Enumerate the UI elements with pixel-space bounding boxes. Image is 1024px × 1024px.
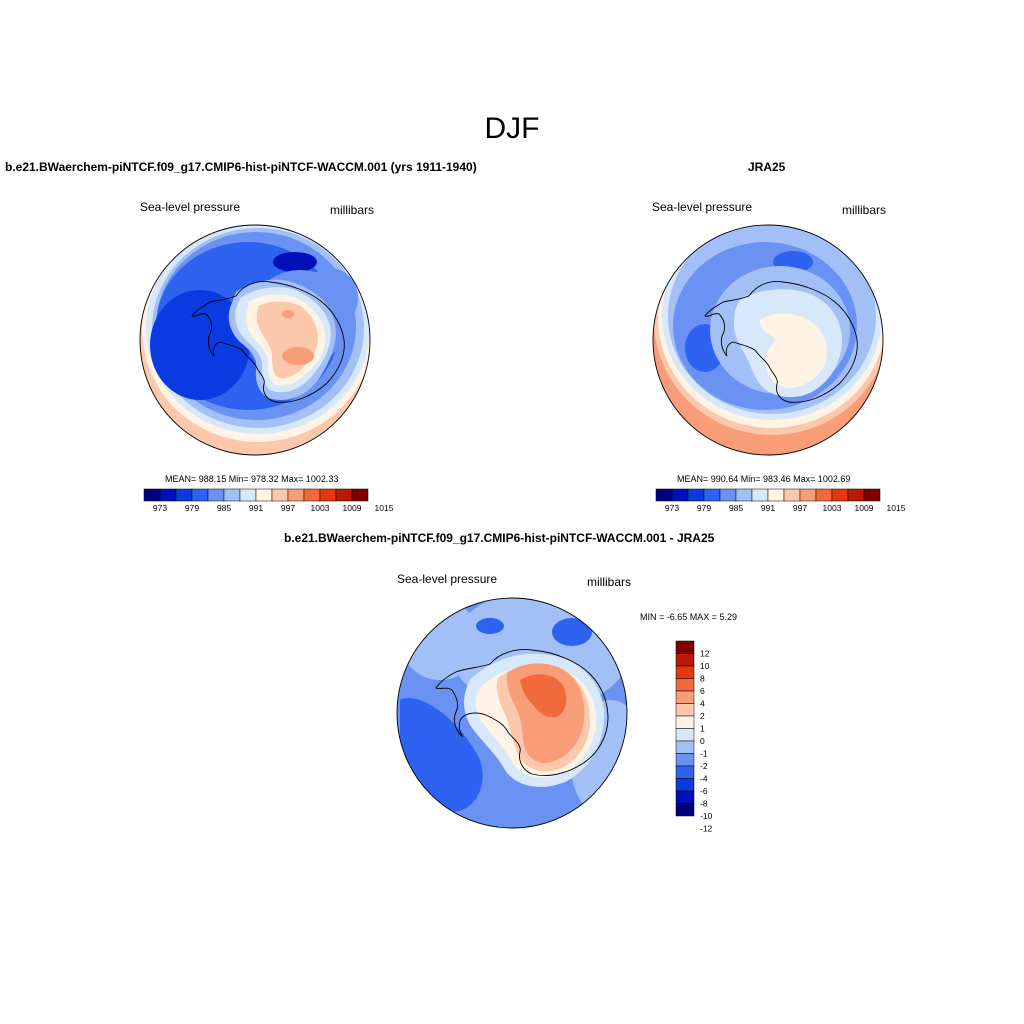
colorbar-swatch (675, 778, 695, 792)
colorbar-swatch (815, 488, 833, 502)
colorbar-swatch (255, 488, 273, 502)
colorbar-swatch (735, 488, 753, 502)
colorbar-swatch (675, 703, 695, 717)
colorbar-swatch (751, 488, 769, 502)
colorbar-tick-label: 973 (665, 503, 679, 513)
colorbar-tick-label: 12 (700, 649, 710, 659)
colorbar-swatch (675, 740, 695, 754)
colorbar-swatch (675, 753, 695, 767)
colorbar-tick-label: 2 (700, 711, 705, 721)
colorbar-tick-label: 1 (700, 724, 705, 734)
colorbar-tick-label: 10 (700, 661, 710, 671)
colorbar-tick-label: 1003 (823, 503, 842, 513)
colorbar-swatch (687, 488, 705, 502)
panel1-stats: MEAN= 988.15 Min= 978.32 Max= 1002.33 (165, 474, 339, 484)
colorbar-swatch (351, 488, 369, 502)
panel1-variable-label: Sea-level pressure (140, 200, 241, 214)
panel3-map-border (396, 597, 628, 829)
colorbar-swatch (287, 488, 305, 502)
panel3-title: b.e21.BWaerchem-piNTCF.f09_g17.CMIP6-his… (284, 531, 715, 545)
colorbar-tick-label: -6 (700, 786, 708, 796)
colorbar-swatch (675, 715, 695, 729)
colorbar-tick-label: 979 (185, 503, 199, 513)
colorbar-tick-label: -12 (700, 824, 713, 834)
panel1-colorbar: 973 979 985 991 997 1003 1009 1015 (143, 488, 394, 513)
colorbar-swatch (847, 488, 865, 502)
panel1-map-border (139, 224, 371, 456)
panel2-variable-label: Sea-level pressure (652, 200, 753, 214)
colorbar-swatch (159, 488, 177, 502)
colorbar-tick-label: 991 (249, 503, 263, 513)
figure-title: DJF (484, 112, 540, 145)
panel1-map (139, 224, 371, 456)
colorbar-tick-label: 1015 (887, 503, 906, 513)
panel3-units-label: millibars (587, 575, 632, 589)
colorbar-swatch (767, 488, 785, 502)
colorbar-tick-label: -2 (700, 761, 708, 771)
colorbar-tick-label: 1009 (855, 503, 874, 513)
colorbar-swatch (143, 488, 161, 502)
panel2-units-label: millibars (842, 203, 887, 217)
panel2-map-border (652, 224, 884, 456)
colorbar-swatch (175, 488, 193, 502)
colorbar-swatch (719, 488, 737, 502)
colorbar-tick-label: 997 (281, 503, 295, 513)
colorbar-tick-label: 973 (153, 503, 167, 513)
panel2-stats: MEAN= 990.64 Min= 983.46 Max= 1002.69 (677, 474, 851, 484)
colorbar-swatch (303, 488, 321, 502)
colorbar-swatch (799, 488, 817, 502)
panel1-title: b.e21.BWaerchem-piNTCF.f09_g17.CMIP6-his… (5, 160, 477, 174)
colorbar-swatch (703, 488, 721, 502)
colorbar-swatch (783, 488, 801, 502)
colorbar-tick-label: 991 (761, 503, 775, 513)
colorbar-swatch (831, 488, 849, 502)
colorbar-tick-label: -4 (700, 774, 708, 784)
colorbar-tick-label: 4 (700, 699, 705, 709)
panel1-units-label: millibars (330, 203, 375, 217)
colorbar-tick-label: 1009 (343, 503, 362, 513)
colorbar-tick-label: 985 (729, 503, 743, 513)
colorbar-tick-label: 997 (793, 503, 807, 513)
colorbar-tick-label: -1 (700, 749, 708, 759)
colorbar-tick-label: 985 (217, 503, 231, 513)
colorbar-swatch (655, 488, 673, 502)
colorbar-swatch (239, 488, 257, 502)
colorbar-swatch (675, 653, 695, 667)
colorbar-swatch (675, 728, 695, 742)
colorbar-swatch (675, 765, 695, 779)
colorbar-swatch (671, 488, 689, 502)
panel3-map (396, 597, 628, 829)
panel2-map (652, 224, 884, 456)
colorbar-swatch (319, 488, 337, 502)
colorbar-swatch (223, 488, 241, 502)
colorbar-tick-label: 0 (700, 736, 705, 746)
colorbar-swatch (863, 488, 881, 502)
colorbar-swatch (675, 665, 695, 679)
panel3-variable-label: Sea-level pressure (397, 572, 498, 586)
colorbar-tick-label: -10 (700, 811, 713, 821)
colorbar-tick-label: 8 (700, 674, 705, 684)
panel2-colorbar: 973 979 985 991 997 1003 1009 1015 (655, 488, 906, 513)
colorbar-swatch (675, 690, 695, 704)
colorbar-swatch (675, 640, 695, 654)
colorbar-swatch (271, 488, 289, 502)
colorbar-swatch (675, 678, 695, 692)
colorbar-tick-label: 1015 (375, 503, 394, 513)
colorbar-swatch (191, 488, 209, 502)
colorbar-tick-label: 1003 (311, 503, 330, 513)
panel3-stats: MIN = -6.65 MAX = 5.29 (640, 612, 738, 622)
colorbar-swatch (335, 488, 353, 502)
colorbar-swatch (207, 488, 225, 502)
colorbar-swatch (675, 803, 695, 817)
colorbar-tick-label: 979 (697, 503, 711, 513)
panel2-title: JRA25 (748, 160, 786, 174)
colorbar-tick-label: -8 (700, 799, 708, 809)
colorbar-swatch (675, 790, 695, 804)
colorbar-tick-label: 6 (700, 686, 705, 696)
